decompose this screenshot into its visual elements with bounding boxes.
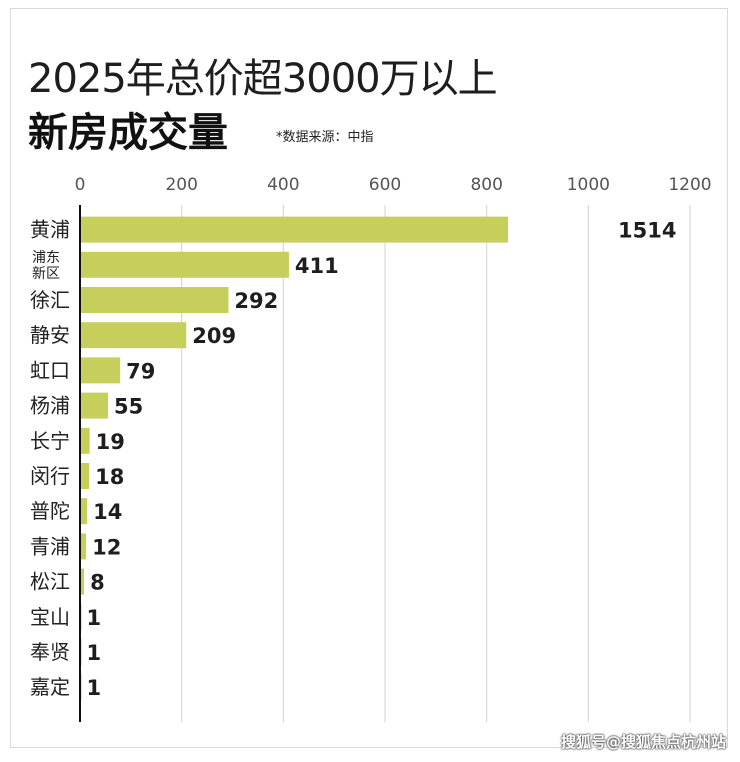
value-label: 14	[93, 500, 122, 524]
category-label: 静安	[30, 323, 70, 347]
chart-subtitle: 新房成交量	[28, 110, 228, 156]
chart-title: 2025年总价超3000万以上	[28, 56, 498, 102]
category-label: 宝山	[30, 605, 70, 629]
value-label: 1	[87, 676, 102, 700]
chart-frame	[10, 8, 728, 748]
x-tick-label: 400	[267, 175, 299, 195]
x-tick-label: 200	[165, 175, 197, 195]
x-tick-label: 1000	[567, 175, 610, 195]
category-label: 奉贤	[30, 640, 70, 664]
category-label: 长宁	[30, 429, 70, 453]
bar	[80, 498, 88, 525]
value-label: 18	[95, 465, 124, 489]
value-label: 8	[90, 571, 105, 595]
bar	[80, 216, 508, 243]
category-label: 嘉定	[30, 675, 70, 699]
value-label: 1514	[618, 219, 676, 243]
value-label: 411	[295, 254, 339, 278]
bar	[80, 251, 289, 278]
bar	[80, 322, 187, 349]
value-label: 1	[87, 606, 102, 630]
bar	[80, 357, 121, 384]
category-label: 普陀	[30, 499, 70, 523]
category-label: 闵行	[30, 464, 70, 488]
value-label: 209	[192, 324, 236, 348]
value-label: 19	[96, 430, 125, 454]
category-label: 杨浦	[30, 394, 70, 418]
value-label: 292	[234, 289, 278, 313]
x-tick-label: 800	[470, 175, 502, 195]
value-label: 12	[92, 535, 121, 559]
category-label: 虹口	[30, 358, 70, 382]
bar	[80, 287, 229, 313]
x-tick-label: 1200	[668, 175, 711, 195]
bar	[80, 568, 85, 595]
category-label: 徐汇	[30, 288, 70, 312]
value-label: 1	[87, 641, 102, 665]
category-label: 浦东新区	[32, 250, 60, 282]
x-tick-label: 0	[75, 175, 86, 195]
value-label: 79	[126, 359, 155, 383]
bar	[80, 392, 108, 419]
category-label: 青浦	[30, 534, 70, 558]
category-label: 松江	[30, 570, 70, 594]
value-label: 55	[114, 395, 143, 419]
category-label: 黄浦	[30, 218, 70, 242]
bar	[80, 463, 90, 489]
source-note: *数据来源：中指	[276, 130, 374, 145]
watermark-text: 搜狐号@搜狐焦点杭州站	[560, 733, 726, 751]
bar	[80, 427, 90, 454]
bar	[80, 533, 87, 560]
x-tick-label: 600	[369, 175, 401, 195]
